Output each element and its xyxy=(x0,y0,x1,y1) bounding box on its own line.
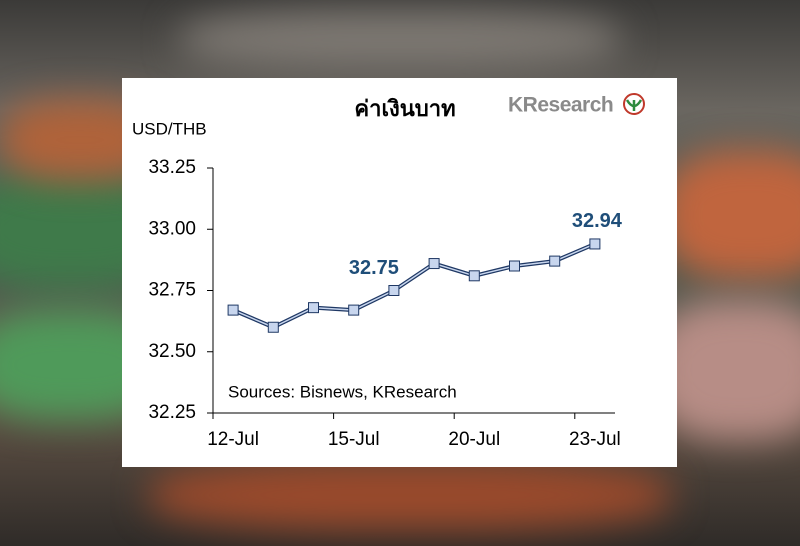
x-tick-label: 23-Jul xyxy=(569,429,621,450)
marker xyxy=(267,321,279,333)
y-tick-label: 32.50 xyxy=(148,341,196,362)
value-label: 32.75 xyxy=(349,257,399,279)
marker xyxy=(388,285,400,296)
marker xyxy=(468,270,480,282)
marker xyxy=(428,258,440,270)
marker xyxy=(589,238,601,250)
x-tick-label: 20-Jul xyxy=(448,429,500,450)
chart-card xyxy=(122,78,677,467)
value-label: 32.94 xyxy=(572,210,623,232)
y-tick-label: 33.00 xyxy=(148,218,196,239)
y-axis-label: USD/THB xyxy=(132,119,207,138)
logo-leaf xyxy=(625,99,643,111)
banknote xyxy=(150,460,670,530)
marker xyxy=(549,255,561,267)
banknote xyxy=(180,10,620,70)
y-tick-label: 32.75 xyxy=(148,280,196,301)
y-tick-label: 32.25 xyxy=(148,402,196,423)
banknote xyxy=(660,150,800,280)
marker xyxy=(308,302,319,314)
chart-title: ค่าเงินบาท xyxy=(354,96,455,121)
series-line-inner xyxy=(232,243,596,328)
x-tick-label: 15-Jul xyxy=(328,429,380,450)
marker xyxy=(227,304,239,316)
source-note: Sources: Bisnews, KResearch xyxy=(228,382,457,401)
y-tick-label: 33.25 xyxy=(148,157,196,178)
marker xyxy=(509,260,520,272)
marker xyxy=(348,304,360,316)
logo-text: KResearch xyxy=(508,94,613,117)
x-tick-label: 12-Jul xyxy=(207,429,259,450)
